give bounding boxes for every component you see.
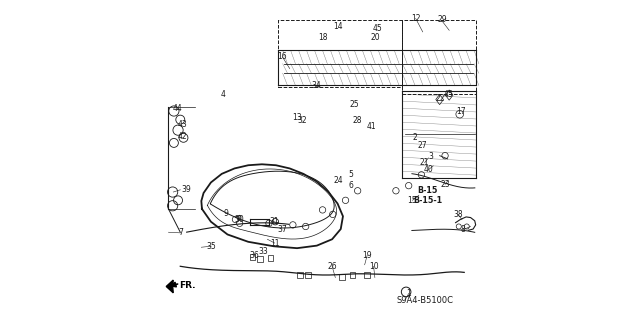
Text: 15: 15 — [408, 196, 417, 205]
Bar — [305, 272, 311, 278]
Text: 16: 16 — [278, 52, 287, 61]
Bar — [257, 256, 263, 262]
Text: 36: 36 — [250, 251, 259, 260]
Text: 30: 30 — [235, 215, 244, 224]
Text: 33: 33 — [259, 247, 268, 256]
Text: 29: 29 — [437, 15, 447, 24]
Text: 6: 6 — [349, 181, 354, 189]
Text: S9A4-B5100C: S9A4-B5100C — [397, 296, 454, 305]
Text: 45: 45 — [372, 24, 382, 33]
Text: 31: 31 — [270, 217, 280, 226]
Text: 44: 44 — [172, 104, 182, 113]
Bar — [349, 272, 355, 278]
Text: 9: 9 — [223, 209, 228, 218]
Text: 21: 21 — [420, 158, 429, 167]
Text: 26: 26 — [327, 262, 337, 271]
Polygon shape — [166, 280, 173, 293]
Text: 1: 1 — [406, 289, 411, 298]
Text: 41: 41 — [367, 122, 376, 131]
Text: 14: 14 — [333, 22, 343, 31]
Text: 38: 38 — [453, 210, 463, 219]
Text: 32: 32 — [298, 116, 307, 125]
Text: 5: 5 — [349, 170, 354, 179]
Text: 3: 3 — [429, 152, 433, 161]
Text: 40: 40 — [424, 165, 433, 174]
Text: 22: 22 — [436, 94, 445, 103]
Bar — [250, 254, 255, 260]
Text: 24: 24 — [333, 176, 343, 185]
Text: B-15: B-15 — [418, 186, 438, 195]
Text: 28: 28 — [353, 116, 362, 125]
Text: 8: 8 — [461, 225, 465, 234]
Bar — [364, 272, 370, 278]
Text: 11: 11 — [270, 239, 280, 248]
Text: 35: 35 — [206, 242, 216, 251]
Text: 7: 7 — [178, 228, 182, 237]
Text: 19: 19 — [362, 251, 372, 260]
Text: 20: 20 — [370, 33, 380, 42]
Bar — [268, 255, 273, 261]
Bar — [339, 274, 344, 280]
Text: 13: 13 — [292, 113, 302, 122]
Text: 12: 12 — [411, 14, 420, 23]
Text: 2: 2 — [413, 133, 417, 142]
Text: 10: 10 — [369, 262, 378, 271]
Text: FR.: FR. — [179, 281, 195, 290]
Text: 23: 23 — [440, 180, 450, 189]
Text: 4: 4 — [220, 90, 225, 99]
Text: 37: 37 — [278, 225, 287, 234]
Text: 18: 18 — [318, 33, 327, 42]
Text: 43: 43 — [177, 120, 187, 129]
Text: 45: 45 — [444, 90, 453, 99]
Bar — [298, 272, 303, 278]
Text: 42: 42 — [177, 132, 187, 141]
Text: B-15-1: B-15-1 — [413, 196, 442, 205]
Text: 27: 27 — [417, 141, 427, 150]
Text: 39: 39 — [182, 185, 191, 194]
Text: 34: 34 — [311, 81, 321, 90]
Text: 17: 17 — [456, 107, 466, 115]
Text: 25: 25 — [349, 100, 359, 109]
